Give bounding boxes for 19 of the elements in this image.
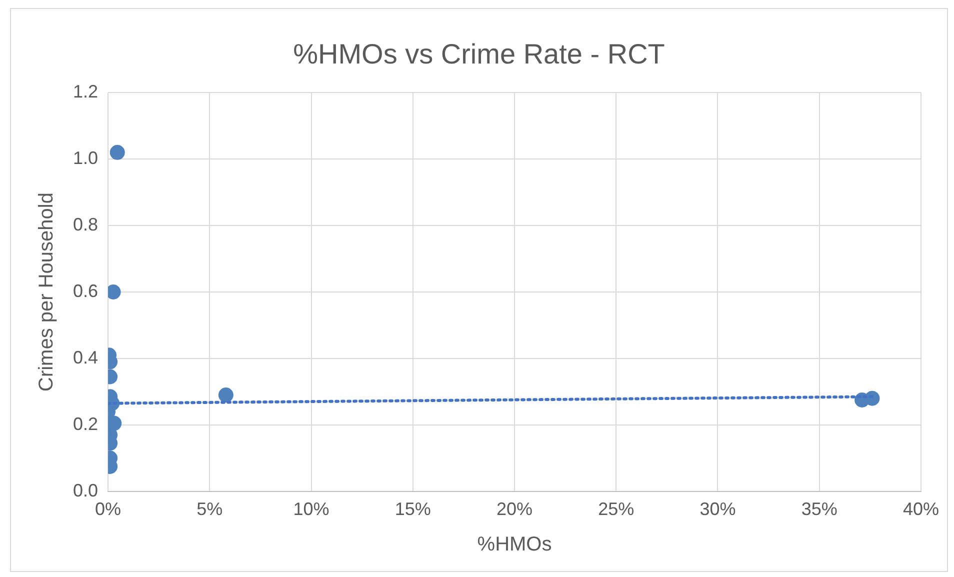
x-tick-label: 30% [700, 499, 736, 520]
y-tick-label: 0.4 [72, 347, 98, 368]
y-tick-label: 0.0 [72, 480, 98, 500]
y-tick-label: 1.2 [72, 82, 98, 102]
x-tick-label: 10% [293, 499, 330, 520]
y-tick-label: 0.2 [72, 414, 98, 434]
x-tick-label: 0% [95, 499, 122, 520]
x-tick-label: 20% [496, 499, 533, 520]
x-tick-label: 25% [598, 499, 634, 520]
x-axis-title: %HMOs [477, 534, 552, 556]
x-tick-label: 5% [196, 499, 223, 520]
x-tick-label: 35% [801, 499, 838, 520]
y-tick-label: 1.0 [72, 148, 98, 168]
chart-title: %HMOs vs Crime Rate - RCT [293, 38, 665, 70]
y-axis-title: Crimes per Household [36, 192, 58, 392]
x-tick-label: 40% [902, 499, 939, 520]
x-tick-label: 15% [394, 499, 431, 520]
y-tick-label: 0.8 [72, 214, 98, 234]
y-tick-label: 0.6 [72, 280, 98, 301]
